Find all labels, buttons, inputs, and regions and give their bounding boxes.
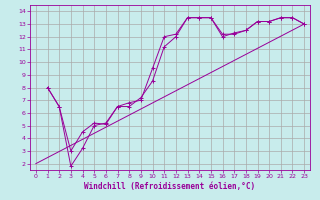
X-axis label: Windchill (Refroidissement éolien,°C): Windchill (Refroidissement éolien,°C) [84,182,256,191]
